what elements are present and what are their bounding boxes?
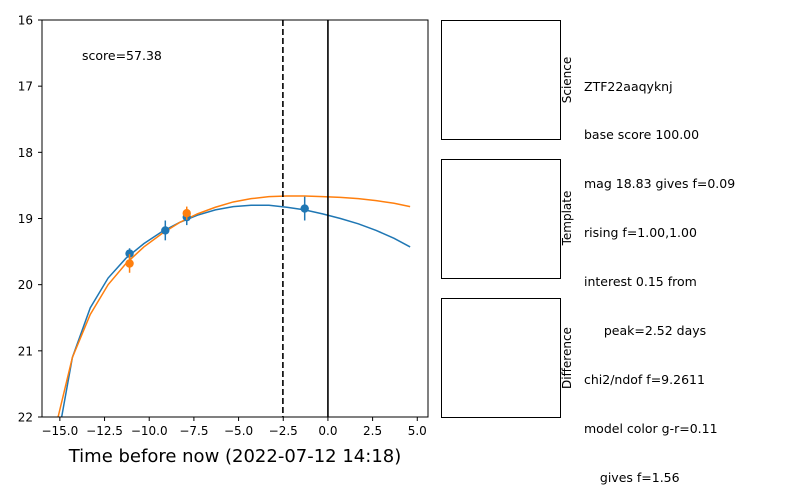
- info-line: gives f=1.56: [584, 469, 680, 485]
- model-curve-line: [60, 204, 411, 417]
- model-curve-line: [57, 195, 411, 417]
- y-tick-label: 16: [18, 14, 33, 28]
- x-tick-label: 5.0: [408, 424, 427, 438]
- y-tick-label: 19: [18, 212, 33, 226]
- info-line: peak=2.52 days: [584, 323, 707, 339]
- x-tick-label: −7.5: [179, 424, 208, 438]
- y-tick-label: 17: [18, 80, 33, 94]
- score-info-panel: ZTF22aaqyknj base score 100.00 mag 18.83…: [584, 46, 735, 502]
- data-point: [182, 209, 191, 218]
- y-tick-label: 18: [18, 146, 33, 160]
- data-point: [125, 259, 134, 268]
- x-tick-label: −12.5: [86, 424, 123, 438]
- x-tick-label: 0.0: [318, 424, 337, 438]
- template-stamp: [441, 159, 561, 279]
- difference-stamp: [441, 298, 561, 418]
- x-tick-label: 2.5: [363, 424, 382, 438]
- data-point: [300, 204, 309, 213]
- info-line: rising f=1.00,1.00: [584, 225, 697, 241]
- info-line: model color g-r=0.11: [584, 420, 718, 436]
- data-point: [125, 249, 134, 258]
- x-tick-label: −5.0: [224, 424, 253, 438]
- plot-frame: [41, 19, 429, 418]
- info-line: chi2/ndof f=9.2611: [584, 371, 705, 387]
- x-tick-label: −15.0: [41, 424, 78, 438]
- y-tick-label: 22: [18, 411, 33, 425]
- x-tick-label: −10.0: [131, 424, 168, 438]
- info-line: ZTF22aaqyknj: [584, 78, 673, 94]
- science-stamp-label: Science: [560, 56, 574, 104]
- score-annotation: score=57.38: [82, 48, 162, 63]
- info-line: mag 18.83 gives f=0.09: [584, 176, 736, 192]
- x-tick-label: −2.5: [269, 424, 298, 438]
- plot-area: −15.0 −12.5 −10.0 −7.5 −5.0 −2.5 0.0 2.5 5.0 16 17…: [18, 14, 429, 438]
- x-axis-label: Time before now (2022-07-12 14:18): [68, 446, 402, 467]
- y-tick-label: 21: [18, 344, 33, 358]
- y-tick-label: 20: [18, 278, 33, 292]
- science-stamp: [441, 20, 561, 140]
- lightcurve-chart: −15.0 −12.5 −10.0 −7.5 −5.0 −2.5 0.0 2.5 5.0 16 17…: [18, 14, 429, 467]
- data-point: [161, 226, 170, 235]
- template-stamp-label: Template: [560, 190, 574, 246]
- difference-stamp-label: Difference: [560, 327, 574, 389]
- info-line: base score 100.00: [584, 127, 700, 143]
- plot-clip-group: [57, 20, 411, 417]
- info-line: interest 0.15 from: [584, 274, 697, 290]
